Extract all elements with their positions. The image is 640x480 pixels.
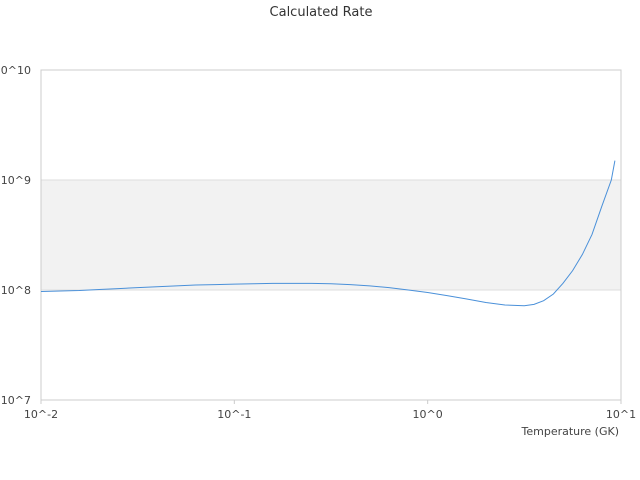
- shaded-band: [41, 180, 621, 290]
- x-tick-label: 10^1: [606, 408, 636, 421]
- y-tick-label: 10^7: [1, 394, 31, 407]
- x-tick-label: 10^-2: [24, 408, 58, 421]
- y-tick-label: 10^10: [0, 64, 31, 77]
- y-tick-label: 10^9: [1, 174, 31, 187]
- x-tick-label: 10^0: [413, 408, 443, 421]
- x-tick-label: 10^-1: [217, 408, 251, 421]
- series-line: [40, 160, 616, 307]
- x-axis-title: Temperature (GK): [521, 425, 620, 438]
- chart-title: Calculated Rate: [270, 5, 373, 20]
- plot-frame: [40, 69, 622, 401]
- y-tick-label: 10^8: [1, 284, 31, 297]
